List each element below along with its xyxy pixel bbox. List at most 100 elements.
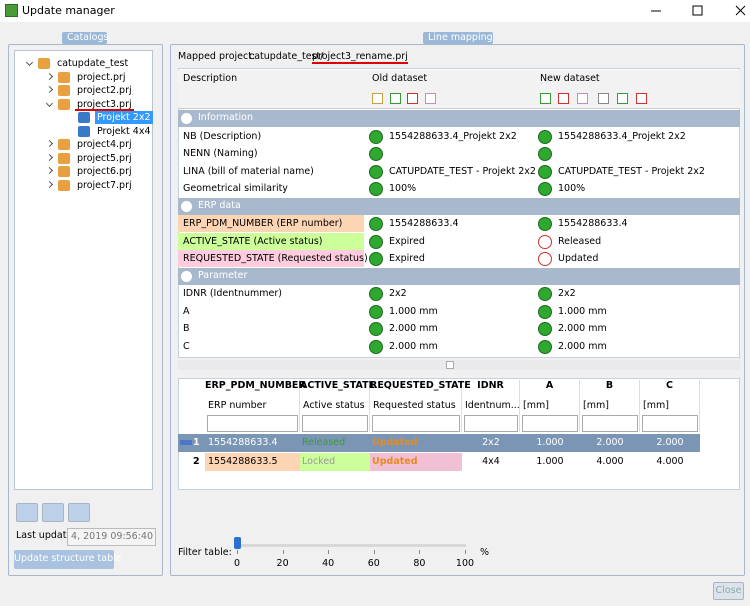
filter-input[interactable] — [522, 415, 578, 432]
scrollbar-thumb[interactable] — [446, 361, 454, 369]
filter-input[interactable] — [207, 415, 298, 432]
app-icon — [5, 4, 18, 17]
filter-label: Filter table: — [178, 547, 232, 558]
toolbar-icon[interactable] — [372, 93, 383, 104]
slider-tick — [419, 550, 421, 554]
collapse-icon — [181, 200, 192, 212]
slider-tick-label: 80 — [413, 558, 426, 569]
description-cell — [178, 215, 364, 232]
column-header: ERP_PDM_NUMBER — [205, 380, 306, 432]
table-cell: 1.000 — [536, 437, 564, 448]
toolbar-icon[interactable] — [558, 93, 569, 104]
table-cell: Updated — [370, 453, 462, 471]
old-value: Expired — [389, 235, 425, 247]
column-subheader: [mm] — [523, 400, 549, 411]
new-value: 1.000 mm — [558, 305, 607, 317]
slider-tick — [373, 550, 375, 554]
toolbar-icon[interactable] — [407, 93, 418, 104]
old-value: 100% — [389, 183, 417, 194]
tree-item[interactable]: project5.prj — [77, 152, 132, 164]
close-button[interactable]: Close — [713, 582, 744, 600]
filter-input[interactable] — [582, 415, 638, 432]
collapse-icon — [181, 270, 192, 282]
old-value: 1554288633.4 — [389, 218, 459, 229]
slider-tick-label: 0 — [233, 558, 241, 569]
status-indicator — [538, 182, 552, 196]
filter-unit: % — [480, 547, 490, 558]
column-header: REQUESTED_STATE — [370, 380, 471, 432]
old-value: 2x2 — [389, 288, 407, 299]
status-indicator — [369, 322, 383, 336]
column-header: A — [520, 380, 580, 432]
catalogs-group — [8, 44, 163, 576]
filter-input[interactable] — [642, 415, 698, 432]
new-value: 2.000 mm — [558, 340, 607, 352]
node-icon — [58, 179, 70, 191]
old-value: Expired — [389, 253, 425, 264]
column-header: B — [580, 380, 640, 432]
node-icon — [58, 71, 70, 83]
title-bar — [0, 0, 750, 22]
node-icon — [58, 152, 70, 164]
tree-item[interactable]: catupdate_test — [57, 58, 129, 69]
status-indicator — [538, 304, 552, 319]
tool-button[interactable] — [68, 503, 90, 522]
slider-track — [236, 544, 466, 547]
status-indicator — [538, 322, 552, 336]
table-cell: 1.000 — [536, 456, 564, 467]
mapping-header — [178, 70, 740, 109]
status-indicator — [538, 129, 552, 144]
scrollbar[interactable] — [178, 360, 740, 370]
description: ERP_PDM_NUMBER (ERP number) — [183, 218, 343, 229]
status-indicator — [538, 234, 552, 249]
description: LINA (bill of material name) — [183, 165, 314, 177]
description-cell — [178, 232, 364, 250]
toolbar-icon[interactable] — [636, 93, 647, 104]
tool-button[interactable] — [42, 503, 64, 522]
column-header: Old dataset — [372, 73, 428, 84]
status-indicator — [538, 339, 552, 354]
node-icon — [58, 85, 70, 96]
table-cell: 2x2 — [482, 437, 500, 448]
filter-input[interactable] — [372, 415, 460, 432]
tree-item[interactable]: project3.prj — [75, 98, 134, 111]
node-icon — [58, 166, 70, 177]
new-value: 1554288633.4 — [558, 218, 628, 229]
tree-item[interactable]: project.prj — [77, 71, 126, 83]
description: NENN (Naming) — [183, 148, 258, 159]
node-icon — [58, 98, 70, 110]
window-title: Update manager — [22, 4, 115, 17]
tree-item[interactable]: project4.prj — [77, 139, 132, 150]
toolbar-icon[interactable] — [390, 93, 401, 104]
tree-item[interactable]: project6.prj — [77, 166, 132, 177]
tool-button[interactable] — [16, 503, 38, 522]
old-value: 2.000 mm — [389, 340, 438, 352]
toolbar-icon[interactable] — [598, 93, 609, 104]
toolbar-icon[interactable] — [425, 93, 436, 104]
filter-input[interactable] — [464, 415, 518, 432]
slider-tick — [465, 550, 466, 554]
tree-item[interactable]: Projekt 2x2 — [95, 111, 153, 124]
toolbar-icon[interactable] — [577, 93, 588, 104]
catalogs-title: Catalogs — [62, 32, 108, 44]
status-indicator — [369, 182, 383, 196]
table-cell: Updated — [372, 437, 418, 448]
toolbar-icon[interactable] — [540, 93, 551, 104]
column-header: C — [640, 380, 700, 432]
status-indicator — [369, 129, 383, 144]
description: REQUESTED_STATE (Requested status) — [183, 253, 368, 264]
filter-input[interactable] — [302, 415, 368, 432]
column-header: ACTIVE_STATE — [300, 380, 375, 432]
slider-thumb[interactable] — [234, 537, 241, 549]
update-structure-button[interactable]: Update structure table — [14, 550, 122, 569]
toolbar-icon[interactable] — [617, 93, 628, 104]
window-controls[interactable] — [640, 3, 748, 19]
status-indicator — [369, 304, 383, 319]
tree-item[interactable]: project7.prj — [77, 179, 132, 191]
column-subheader: [mm] — [643, 400, 669, 411]
tree-item[interactable]: Projekt 4x4 — [97, 125, 151, 137]
new-value: 100% — [558, 183, 586, 194]
table-cell: 4.000 — [596, 456, 624, 467]
tree-item[interactable]: project2.prj — [77, 85, 132, 96]
description: B — [183, 323, 190, 334]
